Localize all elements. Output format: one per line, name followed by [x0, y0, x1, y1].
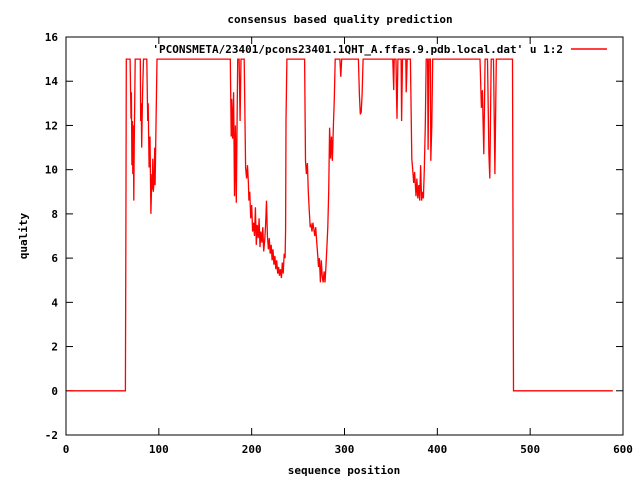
x-axis-label: sequence position: [288, 464, 401, 477]
y-tick-label: 4: [51, 296, 58, 309]
y-tick-label: 10: [45, 164, 58, 177]
legend-label: 'PCONSMETA/23401/pcons23401.1QHT_A.ffas.…: [152, 43, 563, 56]
x-tick-label: 500: [520, 443, 540, 456]
y-tick-label: 16: [45, 31, 59, 44]
y-tick-label: 8: [51, 208, 58, 221]
x-tick-label: 100: [149, 443, 169, 456]
x-tick-label: 0: [63, 443, 70, 456]
axis-ticks: [65, 36, 624, 436]
y-tick-label: 6: [51, 252, 58, 265]
x-tick-label: 400: [427, 443, 447, 456]
y-tick-label: 14: [45, 75, 59, 88]
axis-tick-labels: 0 100 200 300 400 500 600 -2 0 2 4 6 8 10 12 14 16: [45, 31, 633, 456]
y-tick-label: 0: [51, 385, 58, 398]
y-axis-label: quality: [17, 212, 30, 259]
x-tick-label: 200: [242, 443, 262, 456]
chart-title: consensus based quality prediction: [227, 13, 452, 26]
y-tick-label: 2: [51, 341, 58, 354]
y-tick-label: 12: [45, 119, 58, 132]
x-tick-label: 300: [335, 443, 355, 456]
plot-border: [65, 36, 624, 436]
legend: 'PCONSMETA/23401/pcons23401.1QHT_A.ffas.…: [152, 43, 607, 56]
x-tick-label: 600: [613, 443, 633, 456]
y-tick-label: -2: [45, 429, 58, 442]
quality-data-line: [66, 58, 613, 392]
